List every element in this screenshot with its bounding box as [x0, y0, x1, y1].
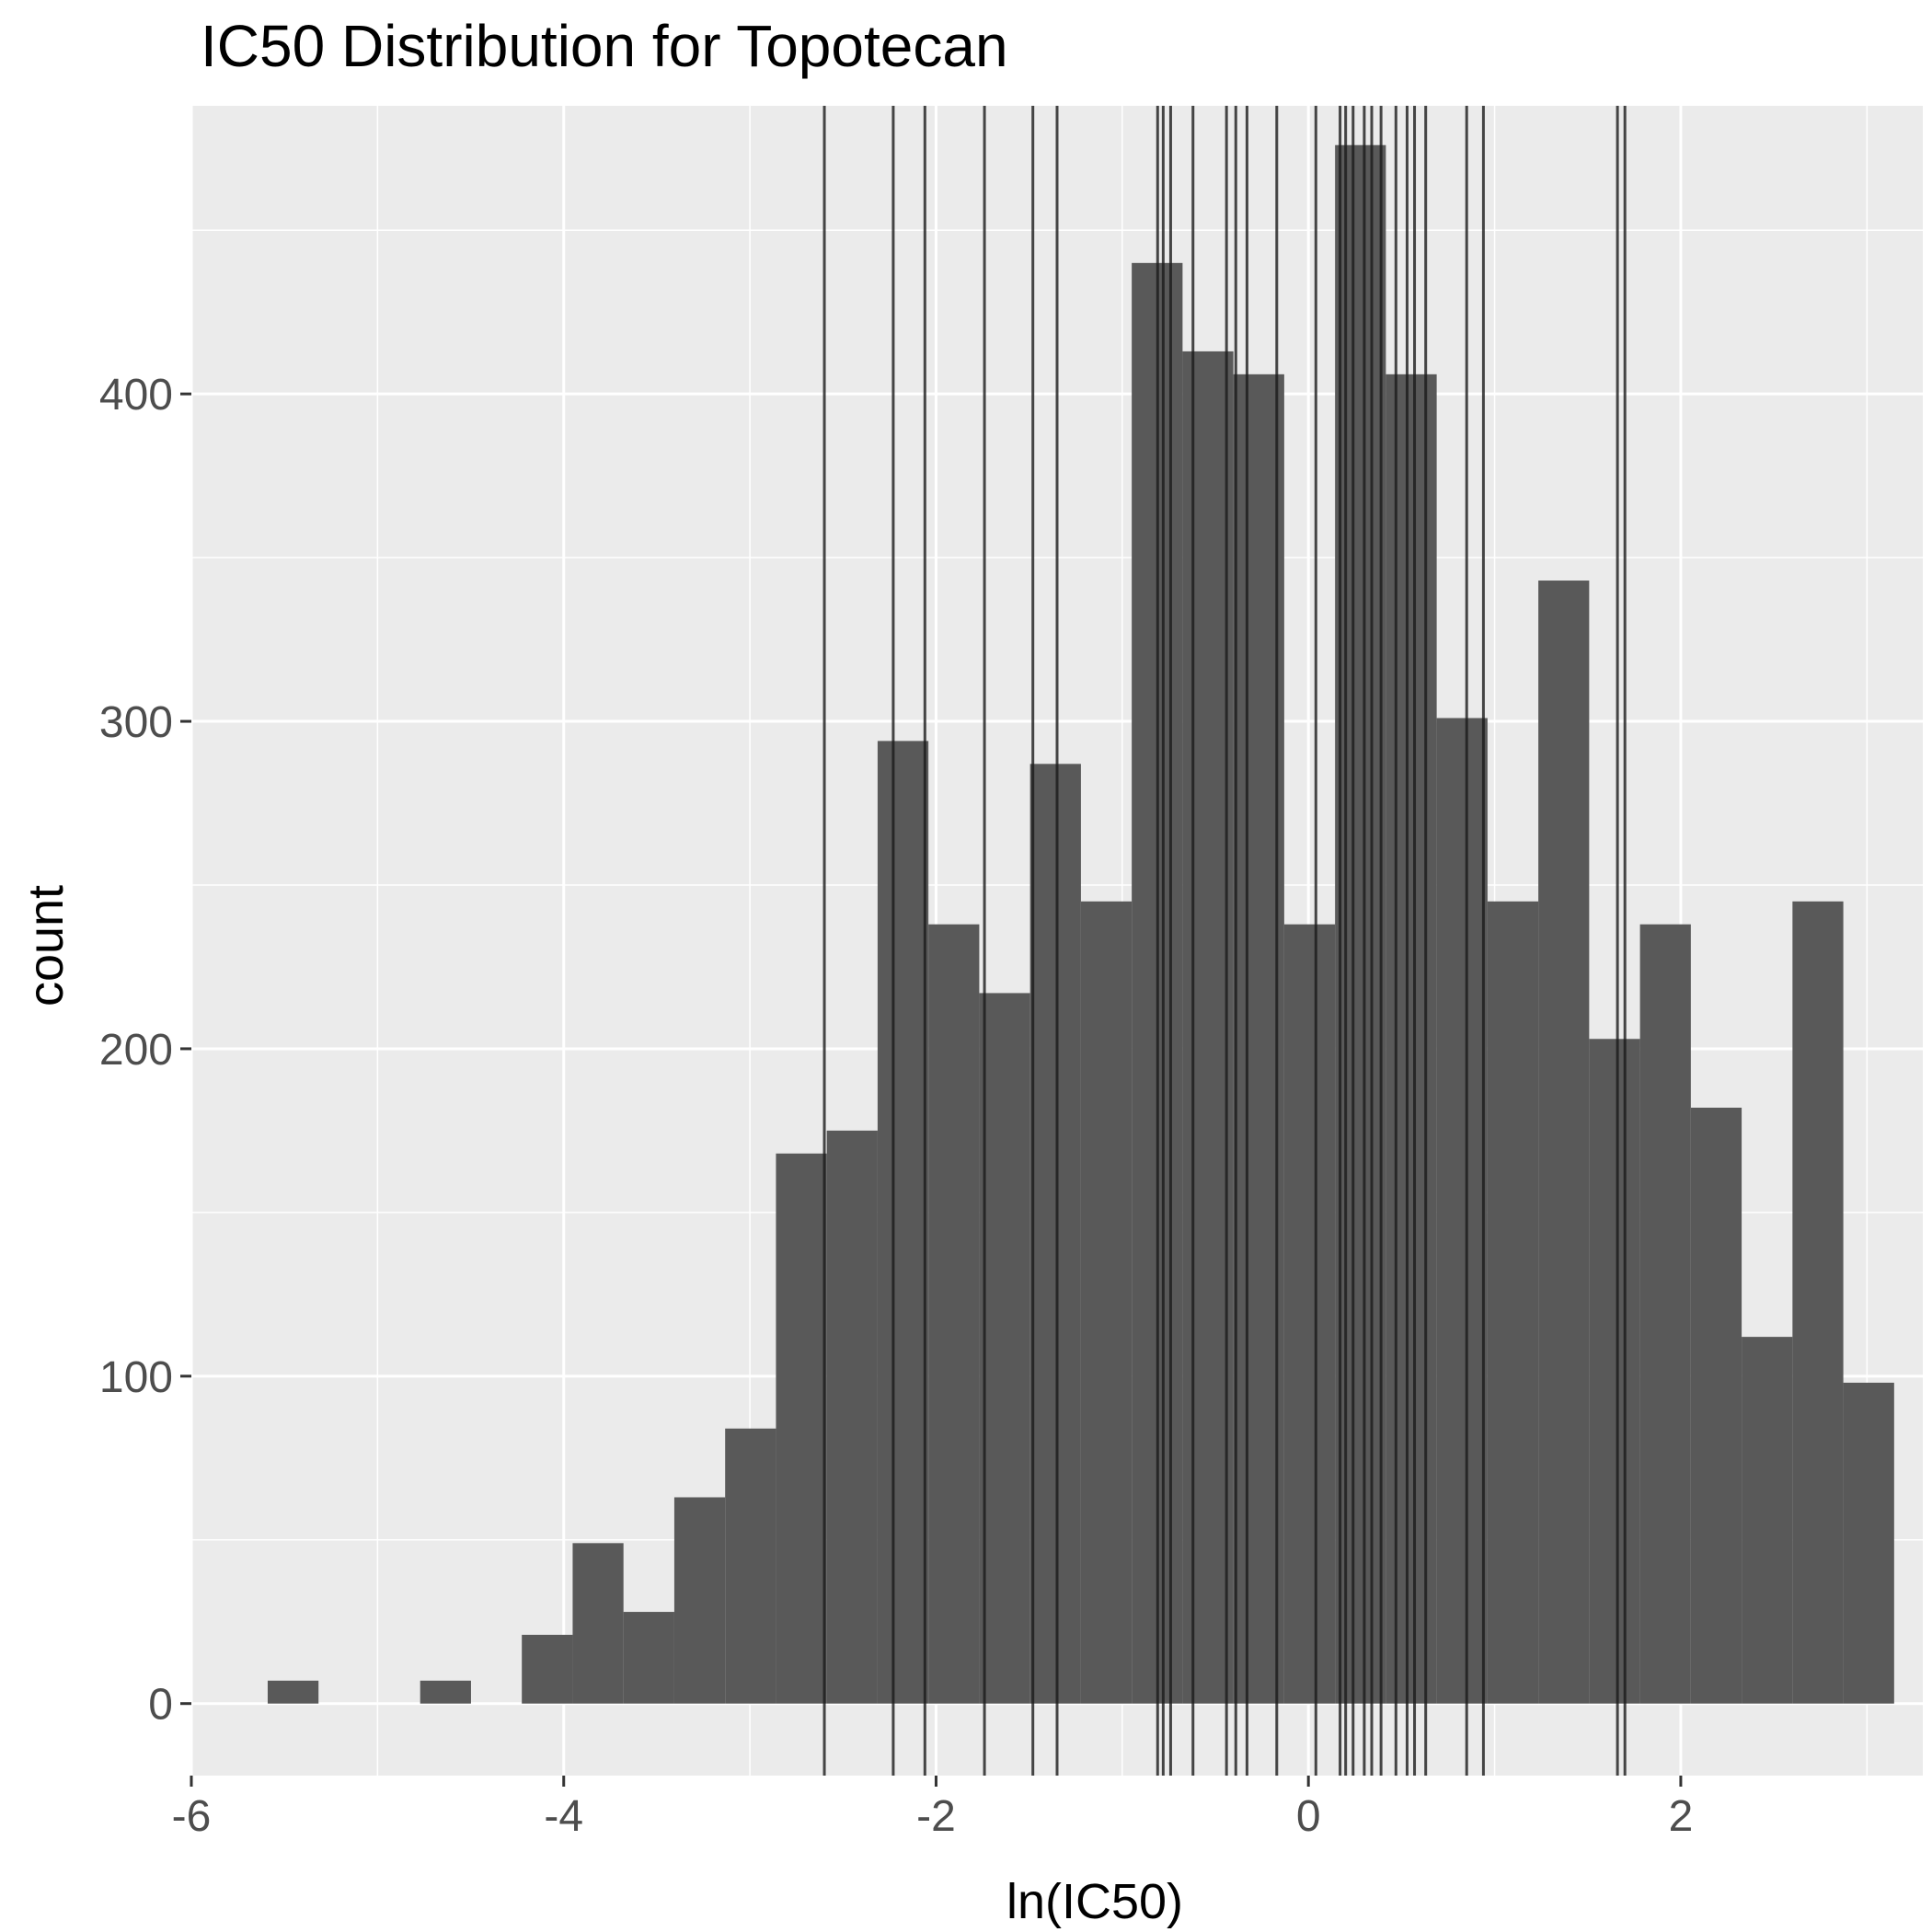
- histogram-bar: [1843, 1382, 1894, 1704]
- histogram-bar: [1182, 351, 1234, 1704]
- reference-lines: [822, 106, 1627, 1776]
- x-tick-label: -2: [916, 1792, 956, 1841]
- y-axis-title: count: [18, 885, 74, 1006]
- histogram-bar: [1283, 924, 1336, 1704]
- histogram-bar: [1487, 901, 1539, 1704]
- histogram-bar: [826, 1130, 878, 1704]
- histogram-bar: [623, 1612, 674, 1704]
- histogram-bar: [1029, 764, 1081, 1704]
- histogram-bar: [1742, 1337, 1793, 1704]
- y-tick-label: 0: [148, 1681, 173, 1730]
- histogram-bar: [1436, 718, 1488, 1704]
- x-tick-label: -6: [172, 1792, 212, 1841]
- y-tick-label: 100: [99, 1353, 173, 1402]
- histogram-bar: [522, 1634, 573, 1704]
- y-tick-label: 200: [99, 1026, 173, 1075]
- histogram-bar: [877, 741, 929, 1704]
- y-tick-label: 400: [99, 371, 173, 420]
- x-tick-label: 2: [1669, 1792, 1694, 1841]
- histogram-bar: [673, 1497, 726, 1704]
- x-tick-label: 0: [1296, 1792, 1321, 1841]
- histogram-bar: [725, 1428, 776, 1704]
- histogram-bar: [267, 1680, 319, 1704]
- histogram-bar: [1386, 374, 1437, 1704]
- histogram-bar: [1335, 144, 1386, 1704]
- chart-title: IC50 Distribution for Topotecan: [201, 13, 1008, 79]
- histogram-bar: [1589, 1039, 1640, 1704]
- histogram-bar: [1792, 901, 1844, 1704]
- histogram-bars: [267, 144, 1894, 1704]
- x-axis-title: ln(IC50): [1006, 1874, 1183, 1929]
- histogram-bar: [1538, 581, 1590, 1704]
- y-axis: 0 100 200 300 400: [99, 371, 191, 1730]
- x-axis: -6 -4 -2 0 2: [172, 1776, 1694, 1841]
- histogram-bar: [776, 1153, 827, 1704]
- histogram-bar: [1080, 901, 1133, 1704]
- histogram-bar: [420, 1680, 471, 1704]
- histogram-bar: [928, 924, 980, 1704]
- histogram-bar: [979, 993, 1030, 1704]
- histogram-bar: [1639, 924, 1691, 1704]
- y-tick-label: 300: [99, 698, 173, 747]
- x-tick-label: -4: [544, 1792, 583, 1841]
- histogram-bar: [572, 1543, 624, 1704]
- histogram-bar: [1690, 1108, 1742, 1704]
